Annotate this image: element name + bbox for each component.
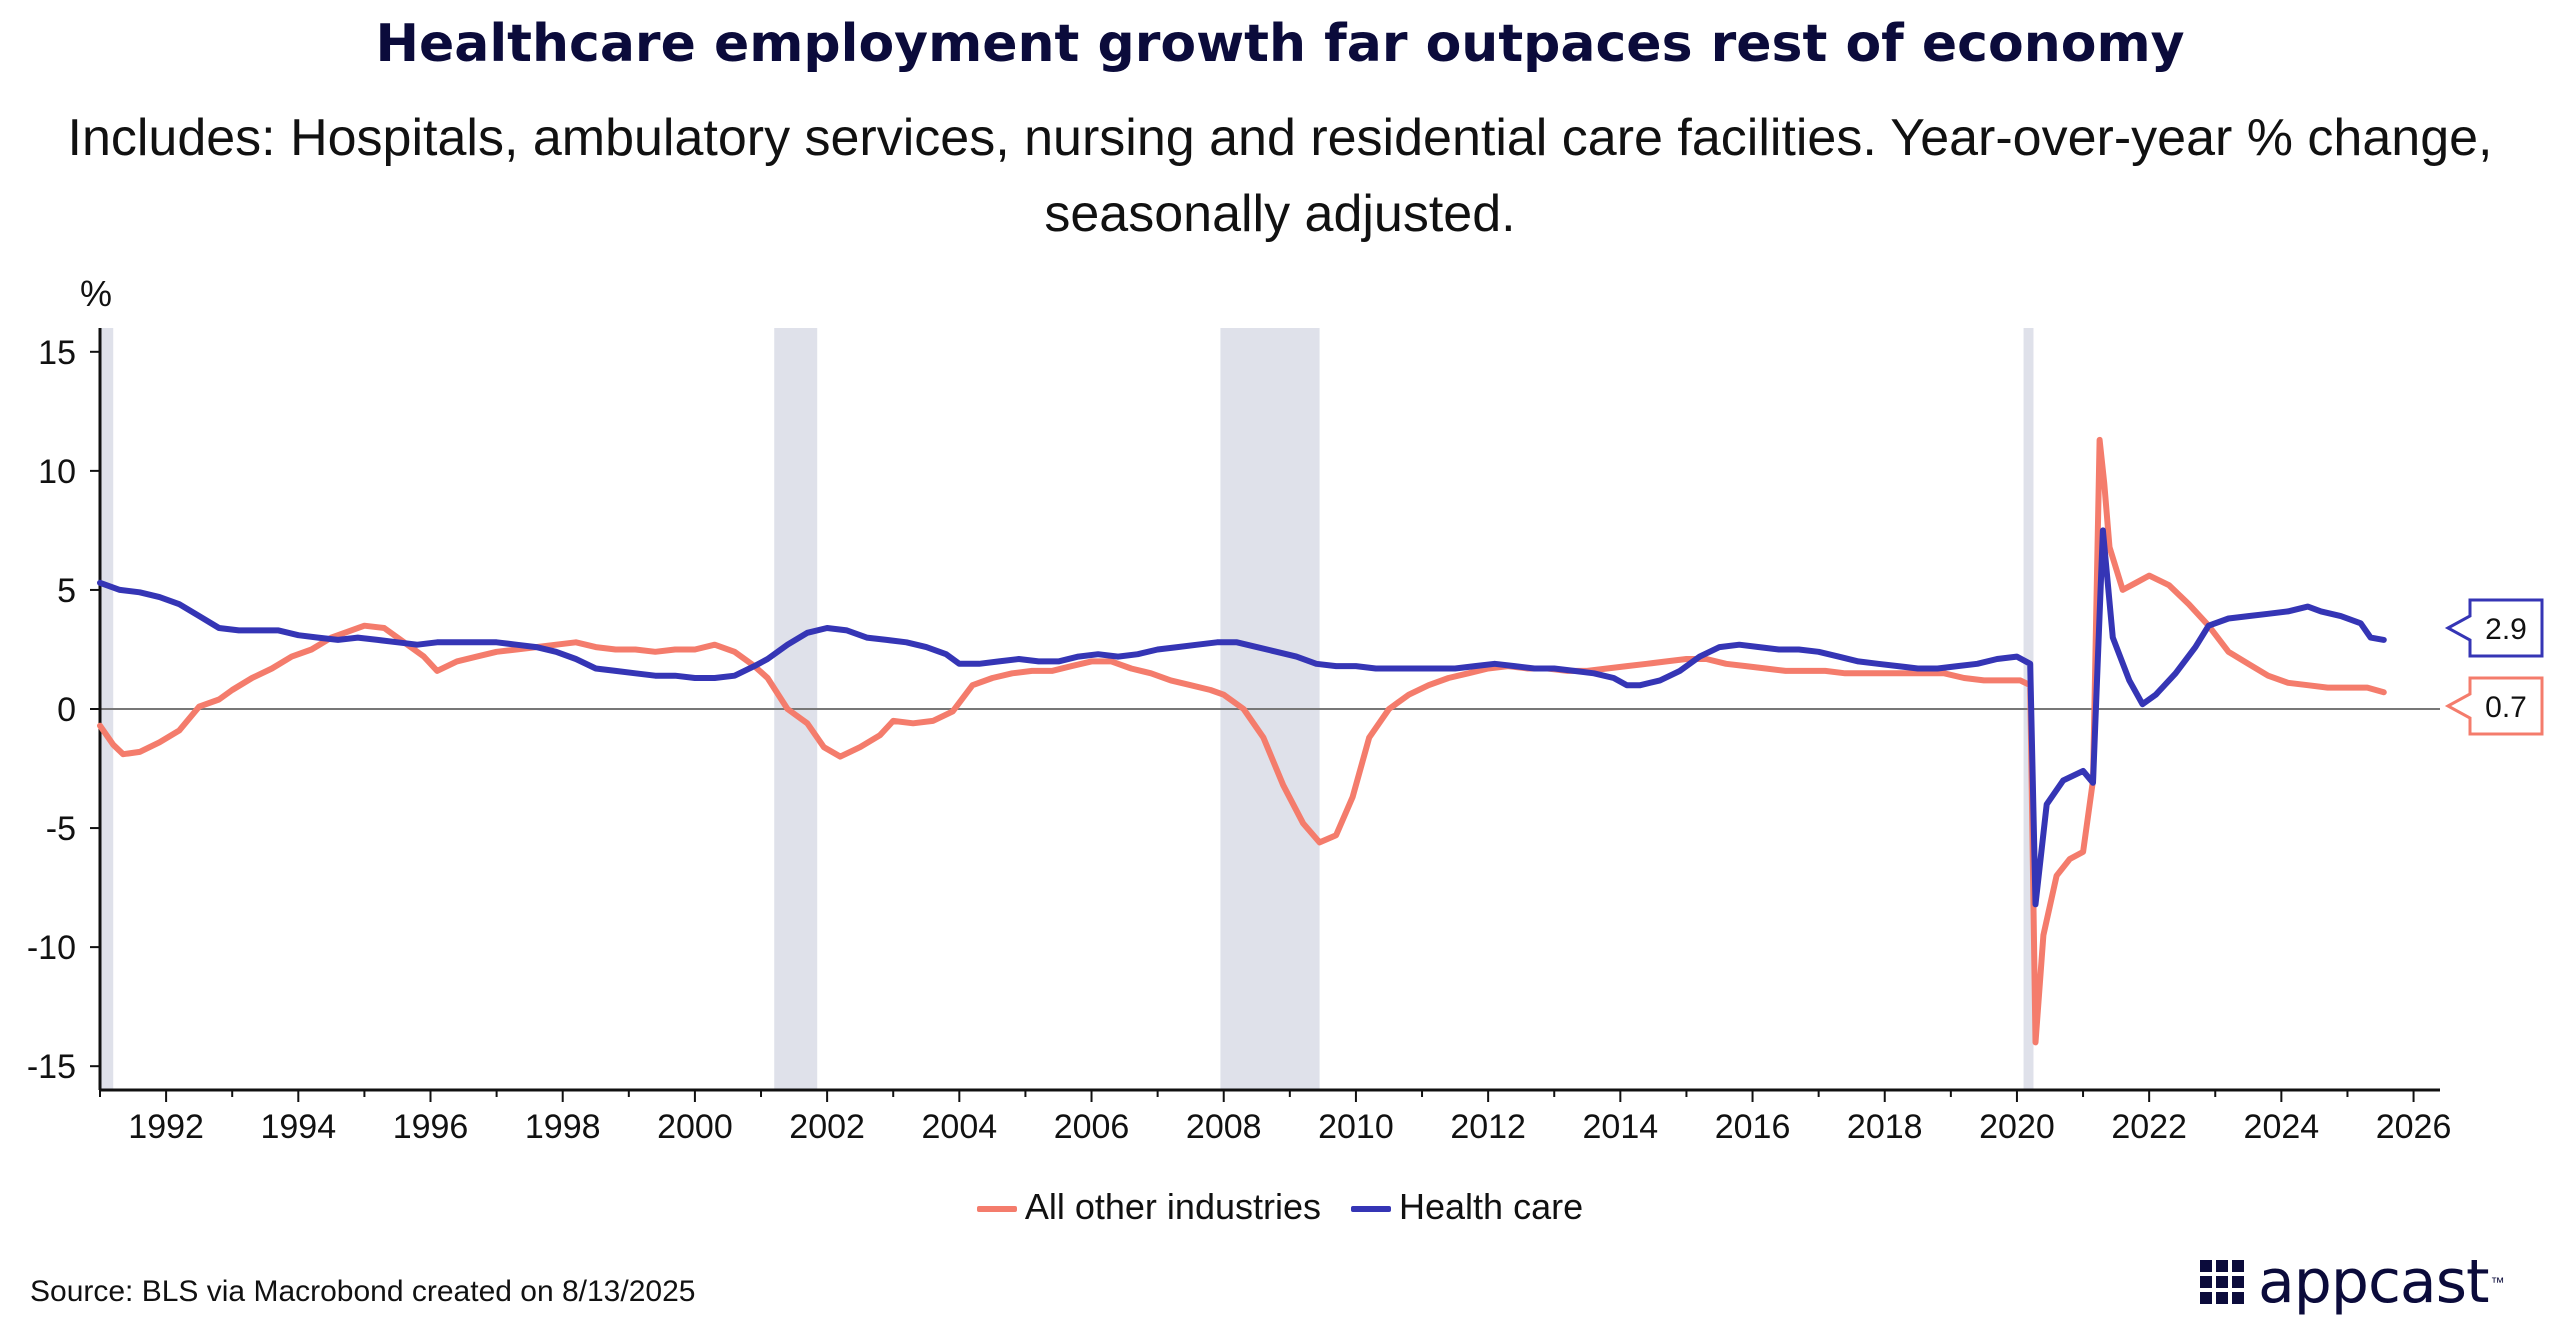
- series-line-other: [97, 436, 2387, 1046]
- series-line-health: [97, 527, 2387, 908]
- end-label-box-health: [2444, 598, 2544, 658]
- chart-subtitle: Includes: Hospitals, ambulatory services…: [67, 109, 2493, 243]
- x-tick-label: 2018: [1847, 1108, 1923, 1146]
- legend-swatch-other: [976, 1206, 1017, 1213]
- logo-wordmark: appcast: [2258, 1247, 2489, 1317]
- y-axis-unit: %: [80, 273, 112, 314]
- legend-item-health: Health care: [1351, 1186, 1583, 1228]
- x-tick-label: 2020: [1979, 1108, 2055, 1146]
- x-tick-label: 1994: [260, 1108, 336, 1146]
- x-tick-label: 1998: [525, 1108, 601, 1146]
- y-tick-label: 15: [38, 334, 76, 372]
- x-tick-label: 2024: [2244, 1108, 2320, 1146]
- end-label-box-other: [2444, 676, 2544, 736]
- x-tick-label: 2014: [1583, 1108, 1659, 1146]
- x-tick-label: 1992: [128, 1108, 204, 1146]
- x-tick-label: 2016: [1715, 1108, 1791, 1146]
- axes: %15 10 5 0 -5 -10 -15 1992 1994 1996 1998 2000 2002 2…: [27, 273, 2452, 1146]
- y-tick-label: -15: [27, 1048, 76, 1086]
- logo-grid-icon: [2200, 1260, 2244, 1304]
- x-tick-label: 2002: [789, 1108, 865, 1146]
- y-tick-label: -5: [46, 810, 76, 848]
- end-label-health: 2.9: [2485, 613, 2527, 646]
- logo-trademark: ™: [2490, 1274, 2505, 1290]
- x-tick-label: 2000: [657, 1108, 733, 1146]
- y-tick-label: 5: [57, 572, 76, 610]
- x-tick-label: 2004: [922, 1108, 998, 1146]
- x-tick-label: 2006: [1054, 1108, 1130, 1146]
- y-tick-label: 10: [38, 453, 76, 491]
- x-tick-label: 2012: [1450, 1108, 1526, 1146]
- x-tick-label: 2010: [1318, 1108, 1394, 1146]
- line-chart: %15 10 5 0 -5 -10 -15 1992 1994 1996 1998 2000 2002 2…: [27, 273, 2544, 1146]
- x-tick-label: 1996: [393, 1108, 469, 1146]
- series-lines: [97, 436, 2387, 1046]
- end-value-labels: 2.9 0.7: [2444, 598, 2544, 736]
- legend-label-health: Health care: [1399, 1186, 1584, 1227]
- legend-swatch-health: [1351, 1206, 1392, 1213]
- x-tick-label: 2022: [2111, 1108, 2187, 1146]
- legend-item-other: All other industries: [976, 1186, 1321, 1228]
- end-label-other: 0.7: [2485, 691, 2527, 724]
- legend-label-other: All other industries: [1024, 1186, 1321, 1227]
- appcast-logo: appcast ™: [2200, 1247, 2504, 1317]
- y-tick-label: -10: [27, 929, 76, 967]
- x-tick-label: 2008: [1186, 1108, 1262, 1146]
- source-note: Source: BLS via Macrobond created on 8/1…: [30, 1275, 696, 1308]
- chart-legend: All other industries Health care: [0, 1186, 2560, 1228]
- y-tick-label: 0: [57, 691, 76, 729]
- x-tick-label: 2026: [2376, 1108, 2452, 1146]
- chart-title: Healthcare employment growth far outpace…: [375, 14, 2185, 74]
